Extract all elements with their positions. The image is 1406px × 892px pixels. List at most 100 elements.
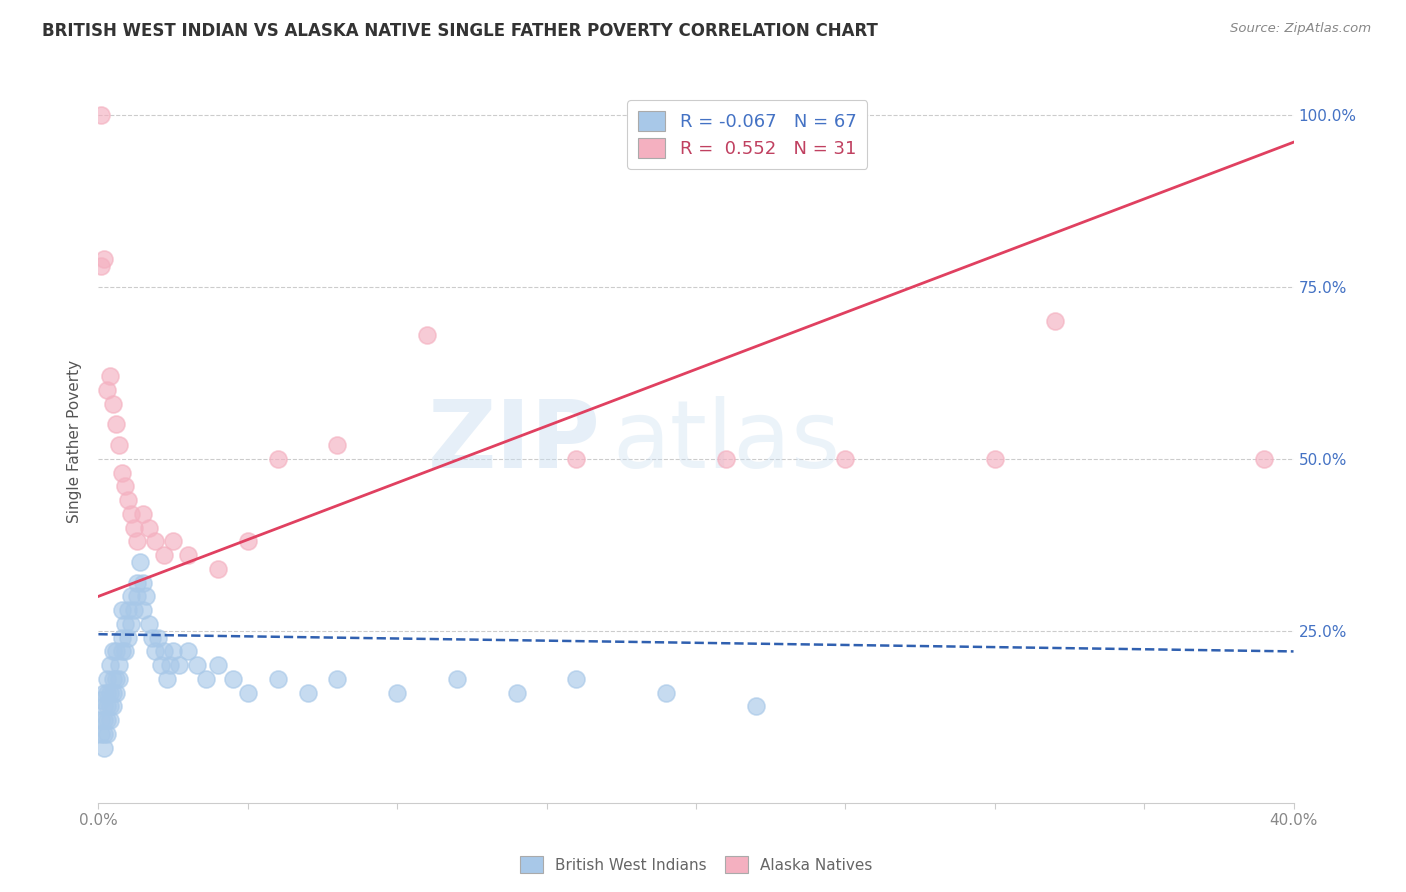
Point bbox=[148, 631, 170, 645]
Point bbox=[90, 108, 112, 122]
Point bbox=[96, 672, 118, 686]
Point bbox=[138, 616, 160, 631]
Point bbox=[655, 686, 678, 700]
Point bbox=[326, 438, 349, 452]
Point bbox=[446, 672, 468, 686]
Point bbox=[120, 590, 142, 604]
Point bbox=[90, 692, 112, 706]
Point bbox=[195, 672, 218, 686]
Point bbox=[120, 507, 142, 521]
Point bbox=[96, 713, 118, 727]
Point bbox=[117, 493, 139, 508]
Point bbox=[90, 259, 112, 273]
Point bbox=[834, 451, 856, 466]
Point bbox=[90, 727, 112, 741]
Point bbox=[111, 466, 134, 480]
Point bbox=[127, 534, 149, 549]
Point bbox=[108, 438, 131, 452]
Point bbox=[111, 644, 134, 658]
Point bbox=[297, 686, 319, 700]
Point bbox=[108, 658, 131, 673]
Point bbox=[1253, 451, 1275, 466]
Point bbox=[159, 658, 181, 673]
Point bbox=[93, 727, 115, 741]
Point bbox=[236, 686, 259, 700]
Point bbox=[98, 686, 122, 700]
Point bbox=[207, 658, 229, 673]
Point bbox=[117, 631, 139, 645]
Point bbox=[103, 686, 125, 700]
Point bbox=[105, 686, 128, 700]
Point bbox=[150, 658, 173, 673]
Point bbox=[162, 534, 184, 549]
Point bbox=[111, 631, 134, 645]
Text: atlas: atlas bbox=[613, 395, 841, 488]
Point bbox=[186, 658, 208, 673]
Point bbox=[93, 699, 115, 714]
Point bbox=[141, 631, 163, 645]
Point bbox=[111, 603, 134, 617]
Text: ZIP: ZIP bbox=[427, 395, 600, 488]
Point bbox=[96, 686, 118, 700]
Point bbox=[326, 672, 349, 686]
Point bbox=[162, 644, 184, 658]
Point bbox=[385, 686, 409, 700]
Point bbox=[108, 672, 131, 686]
Y-axis label: Single Father Poverty: Single Father Poverty bbox=[67, 360, 83, 523]
Point bbox=[124, 520, 146, 534]
Point bbox=[93, 686, 115, 700]
Point bbox=[105, 672, 128, 686]
Point bbox=[105, 417, 128, 432]
Point bbox=[98, 713, 122, 727]
Point bbox=[98, 699, 122, 714]
Point bbox=[127, 590, 149, 604]
Point bbox=[714, 451, 737, 466]
Point bbox=[177, 548, 200, 562]
Point bbox=[105, 644, 128, 658]
Point bbox=[96, 699, 118, 714]
Point bbox=[93, 713, 115, 727]
Point bbox=[117, 603, 139, 617]
Point bbox=[114, 479, 136, 493]
Point bbox=[222, 672, 245, 686]
Point bbox=[132, 507, 155, 521]
Text: Source: ZipAtlas.com: Source: ZipAtlas.com bbox=[1230, 22, 1371, 36]
Point bbox=[124, 603, 146, 617]
Point bbox=[103, 672, 125, 686]
Point bbox=[143, 534, 166, 549]
Point bbox=[745, 699, 768, 714]
Point bbox=[1043, 314, 1066, 328]
Point bbox=[207, 562, 229, 576]
Point bbox=[236, 534, 259, 549]
Point bbox=[98, 369, 122, 384]
Point bbox=[416, 327, 439, 342]
Point bbox=[127, 575, 149, 590]
Text: BRITISH WEST INDIAN VS ALASKA NATIVE SINGLE FATHER POVERTY CORRELATION CHART: BRITISH WEST INDIAN VS ALASKA NATIVE SIN… bbox=[42, 22, 879, 40]
Point bbox=[129, 555, 152, 569]
Point bbox=[114, 644, 136, 658]
Point bbox=[167, 658, 190, 673]
Point bbox=[153, 644, 176, 658]
Point bbox=[90, 713, 112, 727]
Point bbox=[153, 548, 176, 562]
Point bbox=[267, 451, 290, 466]
Point bbox=[98, 658, 122, 673]
Point bbox=[267, 672, 290, 686]
Point bbox=[103, 644, 125, 658]
Legend: British West Indians, Alaska Natives: British West Indians, Alaska Natives bbox=[513, 850, 879, 879]
Point bbox=[96, 727, 118, 741]
Point bbox=[103, 397, 125, 411]
Point bbox=[135, 590, 157, 604]
Point bbox=[156, 672, 179, 686]
Point bbox=[132, 603, 155, 617]
Point bbox=[132, 575, 155, 590]
Point bbox=[103, 699, 125, 714]
Point bbox=[565, 672, 588, 686]
Point bbox=[96, 383, 118, 397]
Point bbox=[984, 451, 1007, 466]
Point bbox=[114, 616, 136, 631]
Point bbox=[93, 252, 115, 267]
Point bbox=[138, 520, 160, 534]
Point bbox=[120, 616, 142, 631]
Point bbox=[143, 644, 166, 658]
